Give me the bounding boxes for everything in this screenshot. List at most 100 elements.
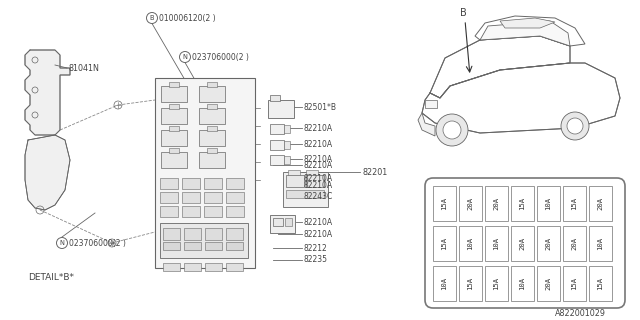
Bar [199, 130, 225, 146]
Bar [207, 104, 217, 109]
Bar [425, 100, 437, 108]
Bar [161, 86, 187, 102]
Text: 82210A: 82210A [303, 229, 332, 238]
Bar [163, 242, 180, 250]
Text: 10A: 10A [545, 197, 552, 210]
Text: 82210A: 82210A [303, 173, 332, 182]
Bar [184, 242, 201, 250]
Text: 82210A: 82210A [303, 161, 332, 170]
Bar [226, 242, 243, 250]
Bar [459, 266, 482, 301]
Bar [270, 215, 295, 233]
Text: 20A: 20A [520, 237, 525, 250]
Bar [169, 104, 179, 109]
Bar [160, 223, 248, 258]
Text: A822001029: A822001029 [555, 308, 606, 317]
Text: B: B [150, 15, 154, 21]
Bar [270, 95, 280, 101]
Bar [589, 186, 612, 221]
Bar [459, 186, 482, 221]
Text: 82201: 82201 [362, 167, 387, 177]
Bar [155, 78, 255, 268]
Text: 023706000(2 ): 023706000(2 ) [192, 52, 249, 61]
Bar [163, 228, 180, 240]
Bar [160, 178, 178, 189]
Text: 10A: 10A [442, 277, 447, 290]
Bar [511, 226, 534, 261]
Bar [161, 108, 187, 124]
Text: 82210A: 82210A [303, 180, 332, 189]
Circle shape [567, 118, 583, 134]
Bar [184, 263, 201, 271]
Bar [207, 82, 217, 87]
Bar [284, 125, 290, 133]
Bar [226, 263, 243, 271]
Text: 82212: 82212 [303, 244, 327, 252]
Text: 15A: 15A [520, 197, 525, 210]
Bar [161, 130, 187, 146]
Bar [199, 86, 225, 102]
Bar [205, 263, 222, 271]
Text: 15A: 15A [598, 277, 604, 290]
Bar [182, 206, 200, 217]
Bar [285, 218, 292, 226]
Bar [563, 266, 586, 301]
Text: 15A: 15A [442, 197, 447, 210]
Bar [207, 126, 217, 131]
Text: N: N [182, 54, 188, 60]
Bar [288, 170, 300, 175]
Bar [169, 148, 179, 153]
Text: 15A: 15A [442, 237, 447, 250]
Bar [284, 156, 290, 164]
Bar [169, 82, 179, 87]
Bar [273, 218, 283, 226]
Bar [161, 152, 187, 168]
Bar [306, 170, 318, 175]
Bar [199, 108, 225, 124]
Bar [270, 140, 284, 150]
Bar [563, 186, 586, 221]
Bar [270, 124, 284, 134]
Bar [226, 178, 244, 189]
Bar [286, 175, 304, 187]
Circle shape [443, 121, 461, 139]
Bar [485, 226, 508, 261]
Bar [204, 178, 222, 189]
Bar [433, 226, 456, 261]
Text: 20A: 20A [598, 197, 604, 210]
FancyBboxPatch shape [425, 178, 625, 308]
Text: B: B [460, 8, 467, 18]
Bar [226, 206, 244, 217]
Text: 20A: 20A [572, 237, 577, 250]
Bar [270, 155, 284, 165]
Bar [226, 192, 244, 203]
Bar [184, 228, 201, 240]
Text: 10A: 10A [467, 237, 474, 250]
Text: N: N [60, 240, 65, 246]
Bar [433, 186, 456, 221]
Bar [182, 192, 200, 203]
Text: 10A: 10A [598, 237, 604, 250]
Polygon shape [25, 135, 70, 210]
Bar [284, 141, 290, 149]
Text: 15A: 15A [572, 197, 577, 210]
Bar [182, 178, 200, 189]
Bar [485, 186, 508, 221]
Text: 10A: 10A [520, 277, 525, 290]
Bar [485, 266, 508, 301]
Circle shape [561, 112, 589, 140]
Polygon shape [422, 63, 620, 133]
Text: 82243C: 82243C [303, 191, 332, 201]
Bar [205, 228, 222, 240]
Text: 010006120(2 ): 010006120(2 ) [159, 13, 216, 22]
Bar [163, 263, 180, 271]
Bar [226, 228, 243, 240]
Text: 10A: 10A [493, 237, 499, 250]
Text: 023706000(2 ): 023706000(2 ) [69, 238, 126, 247]
Text: 81041N: 81041N [68, 63, 99, 73]
Bar [205, 242, 222, 250]
Bar [589, 266, 612, 301]
Bar [268, 100, 294, 118]
Bar [537, 226, 560, 261]
Bar [537, 186, 560, 221]
